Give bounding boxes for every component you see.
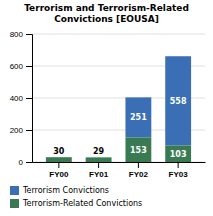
y-tick-label: 400	[10, 94, 24, 103]
data-label: 558	[170, 97, 187, 106]
legend: Terrorism Convictions Terrorism-Related C…	[10, 186, 142, 208]
x-tick: FY03	[169, 162, 189, 179]
y-tick-label: 600	[10, 62, 24, 71]
bars	[46, 56, 191, 162]
x-tick-mark	[58, 162, 59, 168]
x-tick-mark	[98, 162, 99, 168]
x-tick-label: FY01	[89, 170, 109, 179]
y-tick-label: 0	[19, 158, 24, 167]
y-tick-mark	[26, 130, 32, 131]
grid-line	[32, 34, 205, 35]
y-tick-label: 200	[10, 126, 24, 135]
series	[46, 138, 191, 162]
y-tick-mark	[26, 66, 32, 67]
x-tick-label: FY03	[169, 170, 189, 179]
data-labels: 251 558 30 29 153 103	[53, 97, 187, 159]
x-axis: FY00 FY01 FY02 FY03	[33, 162, 206, 179]
x-tick-mark	[138, 162, 139, 168]
data-label: 153	[130, 146, 147, 155]
bar	[165, 146, 191, 162]
y-tick-mark	[26, 162, 32, 163]
x-tick: FY00	[49, 162, 69, 179]
legend-swatch	[10, 186, 19, 195]
y-tick-mark	[26, 34, 32, 35]
data-label: 30	[53, 147, 65, 156]
data-label: 29	[93, 147, 105, 156]
y-tick: 600	[10, 62, 32, 71]
y-tick: 400	[10, 94, 32, 103]
chart: Terrorism and Terrorism-RelatedConvictio…	[0, 0, 213, 216]
y-tick-label: 800	[10, 30, 24, 39]
bar	[86, 157, 112, 162]
legend-label: Terrorism Convictions	[22, 186, 109, 195]
x-tick-mark	[178, 162, 179, 168]
bar	[125, 138, 151, 162]
data-label: 103	[170, 150, 187, 159]
legend-label: Terrorism-Related Convictions	[22, 199, 142, 208]
y-tick: 800	[10, 30, 32, 39]
x-tick: FY01	[89, 162, 109, 179]
x-tick-label: FY00	[49, 170, 69, 179]
data-label: 251	[130, 113, 147, 122]
y-axis: 0 200 400 600 800	[10, 30, 33, 167]
bar	[165, 56, 191, 145]
bar	[125, 97, 151, 137]
grid	[32, 34, 205, 162]
legend-swatch	[10, 199, 19, 208]
bar	[46, 157, 72, 162]
axis-line	[26, 35, 33, 163]
x-tick-label: FY02	[129, 170, 149, 179]
series	[125, 56, 191, 145]
x-tick: FY02	[129, 162, 149, 179]
y-tick-mark	[26, 98, 32, 99]
title: Terrorism and Terrorism-RelatedConvictio…	[24, 3, 189, 24]
y-tick: 0	[19, 158, 32, 167]
y-tick: 200	[10, 126, 32, 135]
